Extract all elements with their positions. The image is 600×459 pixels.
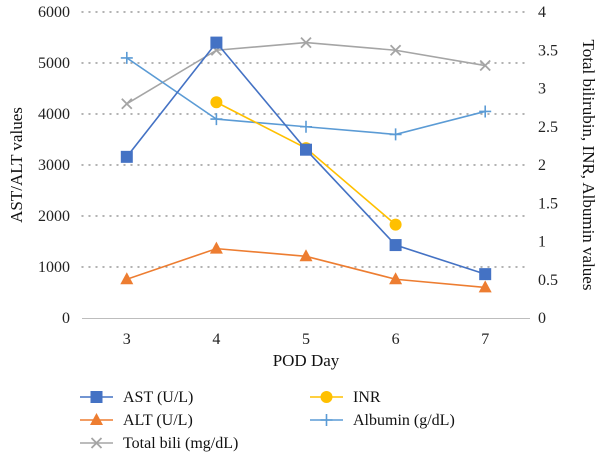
series-albumin bbox=[120, 51, 492, 141]
right-tick-label: 1.5 bbox=[538, 195, 558, 212]
data-point bbox=[389, 128, 402, 141]
left-tick-label: 5000 bbox=[38, 55, 70, 72]
series-alt bbox=[120, 241, 492, 293]
x-tick-label: 7 bbox=[481, 331, 489, 348]
left-tick-label: 1000 bbox=[38, 259, 70, 276]
data-point bbox=[121, 98, 133, 110]
data-point bbox=[479, 105, 492, 118]
left-axis-title: AST/ALT values bbox=[7, 107, 26, 223]
x-tick-label: 4 bbox=[212, 331, 220, 348]
series-ast bbox=[120, 36, 492, 281]
data-point bbox=[389, 272, 403, 285]
legend-entry: AST (U/L) bbox=[80, 389, 193, 406]
legend: AST (U/L) INR ALT (U/L) Albumin (g/dL) Total… bbox=[80, 389, 455, 452]
right-axis-ticks: 0 0.5 1 1.5 2 2.5 3 3.5 4 bbox=[538, 4, 558, 327]
data-point bbox=[479, 59, 491, 72]
series-inr bbox=[210, 96, 402, 231]
data-point bbox=[478, 280, 492, 293]
right-tick-label: 1 bbox=[538, 234, 546, 251]
legend-label: ALT (U/L) bbox=[123, 412, 193, 429]
x-axis-ticks: 3 4 5 6 7 bbox=[123, 331, 489, 348]
right-tick-label: 4 bbox=[538, 4, 546, 21]
data-point bbox=[209, 241, 223, 254]
data-point bbox=[300, 36, 312, 49]
data-point bbox=[120, 150, 133, 163]
legend-entry: ALT (U/L) bbox=[80, 412, 193, 429]
legend-marker bbox=[90, 391, 103, 403]
data-point bbox=[300, 143, 312, 156]
legend-marker bbox=[90, 437, 103, 449]
left-tick-label: 3000 bbox=[38, 157, 70, 174]
data-point bbox=[120, 51, 133, 64]
left-tick-label: 6000 bbox=[38, 4, 70, 21]
data-point bbox=[389, 44, 402, 56]
data-point bbox=[210, 113, 223, 126]
legend-entry: INR bbox=[310, 389, 381, 406]
gridlines bbox=[81, 11, 531, 268]
series-layer bbox=[120, 36, 492, 293]
data-point bbox=[389, 218, 402, 231]
legend-label: Albumin (g/dL) bbox=[353, 412, 455, 429]
left-tick-label: 4000 bbox=[38, 106, 70, 123]
legend-label: Total bili (mg/dL) bbox=[123, 435, 238, 452]
x-tick-label: 3 bbox=[123, 331, 131, 348]
data-point bbox=[299, 249, 313, 262]
data-point bbox=[120, 272, 134, 285]
legend-marker bbox=[320, 414, 333, 426]
series-line bbox=[126, 41, 486, 275]
right-axis-title: Total bilirubin, INR, Albumin values bbox=[579, 40, 598, 291]
right-tick-label: 2.5 bbox=[538, 119, 558, 136]
right-tick-label: 3 bbox=[538, 81, 546, 98]
data-point bbox=[479, 268, 492, 281]
legend-label: AST (U/L) bbox=[123, 389, 193, 406]
data-point bbox=[210, 36, 223, 49]
x-tick-label: 6 bbox=[392, 331, 400, 348]
right-tick-label: 0.5 bbox=[538, 272, 558, 289]
series-total bbox=[121, 36, 491, 110]
right-tick-label: 2 bbox=[538, 157, 546, 174]
legend-marker bbox=[320, 391, 333, 403]
data-point bbox=[210, 96, 223, 109]
right-tick-label: 0 bbox=[538, 310, 546, 327]
left-axis-ticks: 0 1000 2000 3000 4000 5000 6000 bbox=[38, 4, 70, 327]
legend-entry: Total bili (mg/dL) bbox=[80, 435, 238, 452]
x-tick-label: 5 bbox=[302, 331, 310, 348]
left-tick-label: 2000 bbox=[38, 208, 70, 225]
legend-label: INR bbox=[353, 389, 381, 406]
data-point bbox=[389, 239, 402, 252]
data-point bbox=[300, 120, 312, 133]
right-tick-label: 3.5 bbox=[538, 42, 558, 59]
x-axis-title: POD Day bbox=[273, 351, 340, 370]
left-tick-label: 0 bbox=[62, 310, 70, 327]
legend-marker bbox=[90, 413, 103, 425]
legend-entry: Albumin (g/dL) bbox=[310, 412, 455, 429]
